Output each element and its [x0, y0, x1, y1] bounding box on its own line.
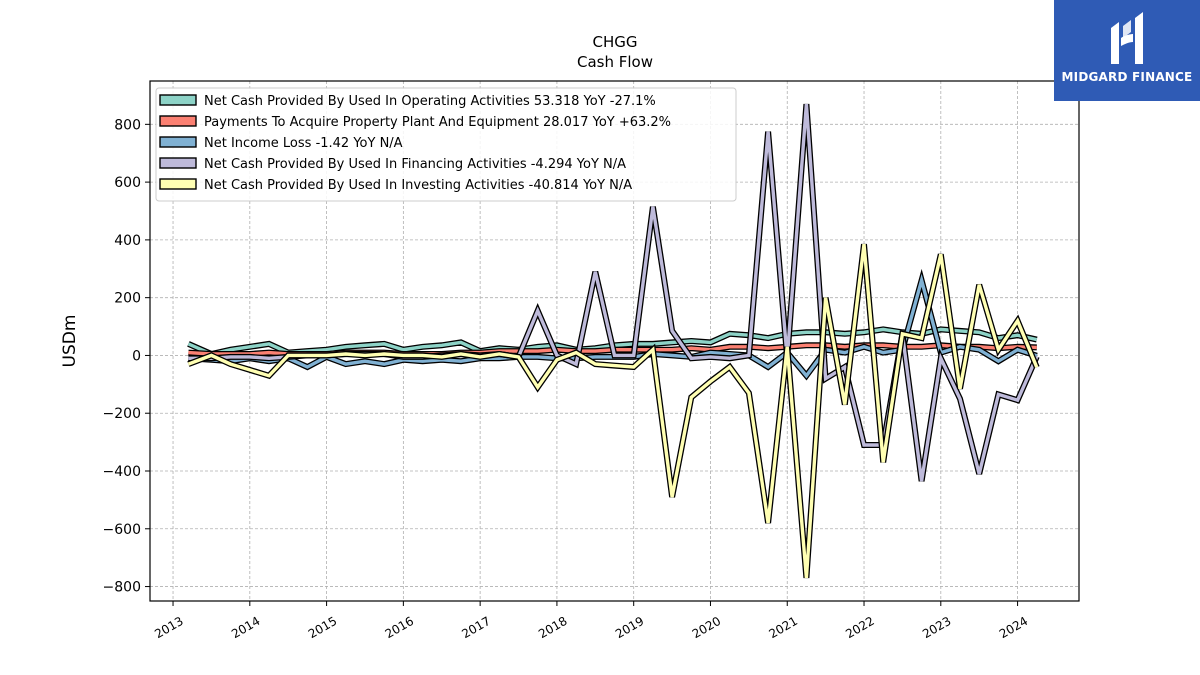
legend-swatch — [159, 178, 197, 190]
chart-subtitle: Cash Flow — [577, 53, 653, 71]
legend-swatch — [159, 94, 197, 106]
series-line — [187, 243, 1039, 579]
x-tick-label: 2022 — [843, 614, 876, 641]
y-tick-label: 800 — [114, 117, 141, 133]
legend-swatch — [159, 157, 197, 169]
x-tick-label: 2015 — [306, 614, 339, 641]
legend-label: Net Cash Provided By Used In Operating A… — [204, 94, 656, 109]
x-tick-label: 2017 — [459, 614, 492, 641]
y-tick-label: −800 — [103, 580, 141, 596]
legend-swatch — [159, 136, 197, 148]
plot-frame — [149, 80, 1080, 602]
legend-label: Payments To Acquire Property Plant And E… — [204, 115, 671, 130]
x-tick-label: 2019 — [613, 614, 646, 641]
legend-label: Net Cash Provided By Used In Investing A… — [204, 178, 632, 193]
y-tick-label: 600 — [114, 175, 141, 191]
chart-title: CHGG — [593, 33, 638, 51]
y-axis-label: USDm — [60, 315, 80, 368]
x-tick-label: 2013 — [152, 614, 185, 641]
brand-name: MIDGARD FINANCE — [1061, 70, 1193, 84]
legend: Net Cash Provided By Used In Operating A… — [155, 87, 737, 202]
y-tick-label: −400 — [103, 464, 141, 480]
x-tick-label: 2018 — [536, 614, 569, 641]
y-tick-label: −200 — [103, 406, 141, 422]
x-tick-label: 2021 — [767, 614, 800, 641]
y-tick-label: 400 — [114, 233, 141, 249]
y-tick-label: −600 — [103, 522, 141, 538]
x-tick-label: 2024 — [997, 614, 1030, 641]
legend-label: Net Cash Provided By Used In Financing A… — [204, 157, 626, 172]
series-lines — [187, 103, 1040, 579]
x-tick-label: 2016 — [383, 614, 416, 641]
brand-mark-icon — [1111, 12, 1143, 64]
legend-label: Net Income Loss -1.42 YoY N/A — [204, 136, 403, 151]
series-line — [188, 273, 1038, 379]
y-tick-label: 200 — [114, 291, 141, 307]
legend-box — [155, 87, 737, 202]
x-tick-label: 2020 — [690, 614, 723, 641]
x-tick-label: 2023 — [920, 614, 953, 641]
y-tick-label: 0 — [132, 348, 141, 364]
x-tick-label: 2014 — [229, 614, 262, 641]
brand-logo: MIDGARD FINANCE — [1054, 0, 1200, 101]
legend-swatch — [159, 115, 197, 127]
